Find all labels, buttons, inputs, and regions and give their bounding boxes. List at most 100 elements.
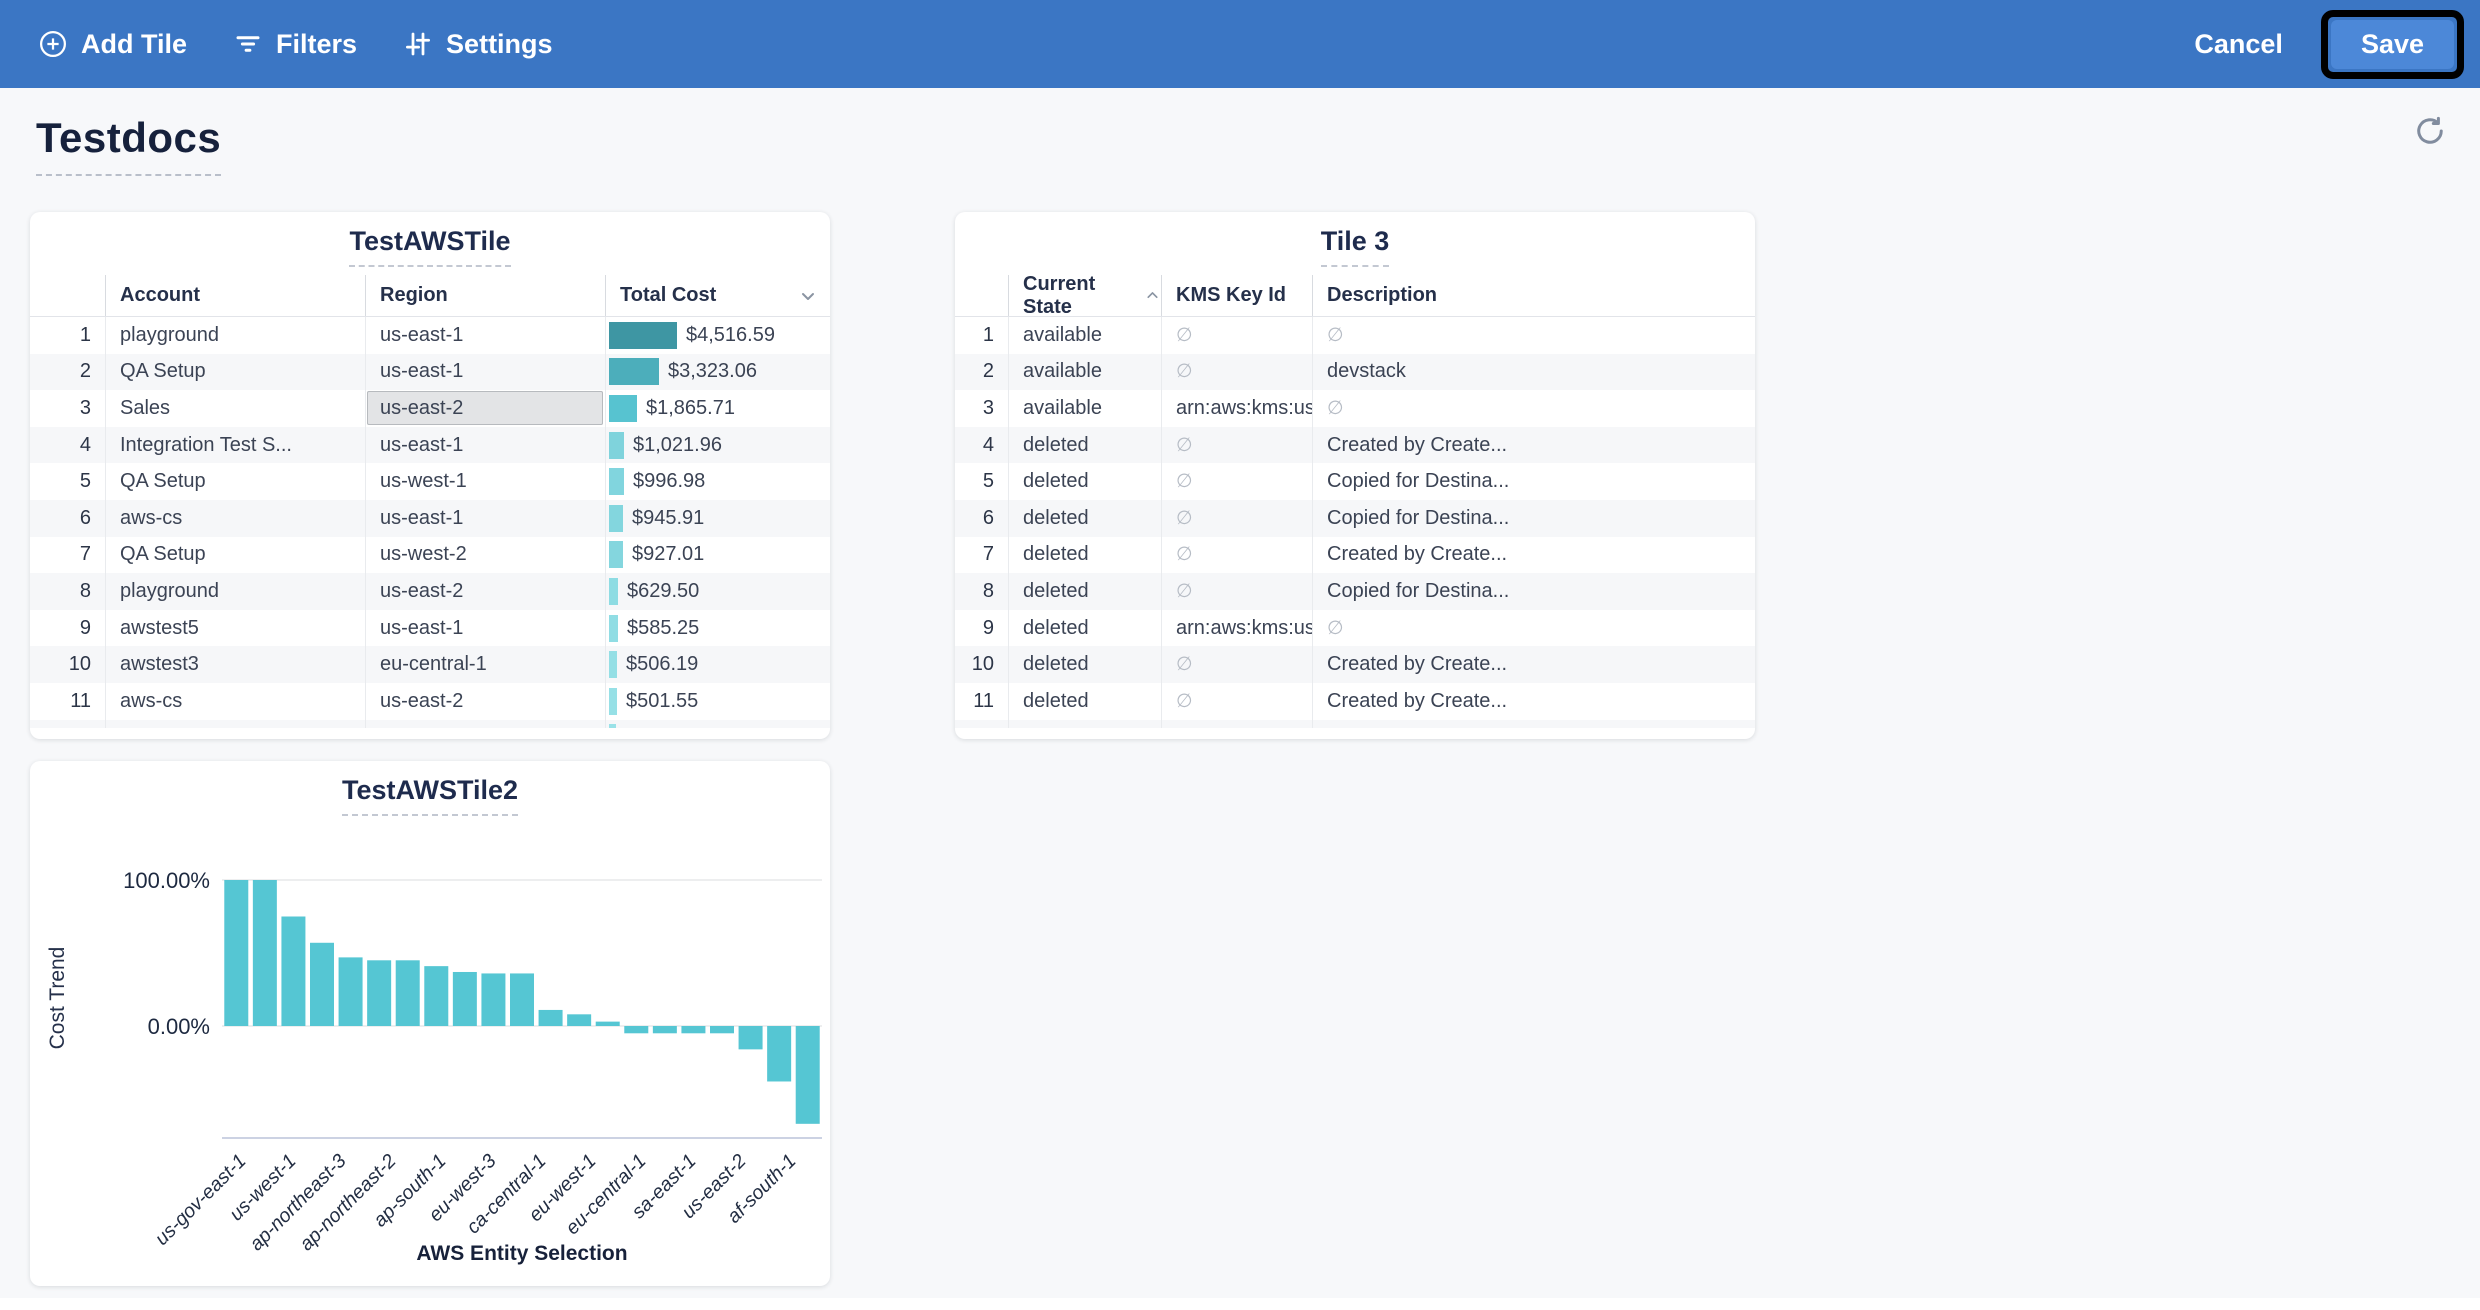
chart-bar[interactable] [224,880,249,1026]
filters-button[interactable]: Filters [233,29,357,60]
total-cost-cell[interactable]: $1,865.71 [605,390,830,427]
chart-bar[interactable] [452,971,477,1026]
row-number-cell[interactable]: 10 [971,653,994,676]
row-number-cell[interactable]: 10 [68,653,91,676]
row-number-cell[interactable]: 9 [79,616,91,639]
region-cell[interactable]: us-east-2 [365,390,605,427]
row-number-cell[interactable]: 2 [982,360,994,383]
kms-key-id-cell[interactable]: ∅ [1161,573,1312,610]
row-number-cell[interactable]: 8 [982,579,994,602]
region-cell[interactable]: eu-central-1 [365,646,605,683]
total-cost-cell[interactable]: $996.98 [605,463,830,500]
tile-testawstile-title[interactable]: TestAWSTile [349,226,511,267]
region-cell[interactable]: us-west-2 [365,536,605,574]
account-cell[interactable]: playground [105,317,365,354]
region-cell[interactable]: us-east-1 [365,609,605,647]
description-cell[interactable]: Created by Create... [1312,426,1755,464]
chart-bar[interactable] [652,1026,677,1034]
total-cost-cell[interactable]: $1,021.96 [605,426,830,464]
region-cell[interactable]: us-east-1 [365,317,605,354]
chart-bar[interactable] [310,942,334,1026]
tile-3-title[interactable]: Tile 3 [1320,226,1390,267]
row-number-cell[interactable]: 3 [79,396,91,419]
account-cell[interactable]: playground [105,573,365,610]
current-state-cell[interactable]: deleted [1008,682,1161,720]
current-state-cell[interactable]: deleted [1008,536,1161,574]
account-cell[interactable]: awstest3 [105,646,365,683]
current-state-cell[interactable]: deleted [1008,609,1161,647]
description-cell[interactable]: Copied for Destina... [1312,573,1755,610]
total-cost-cell[interactable]: $506.19 [605,646,830,683]
kms-key-id-cell[interactable]: ∅ [1161,646,1312,683]
chart-bar[interactable] [510,973,534,1026]
cancel-button[interactable]: Cancel [2194,28,2283,59]
row-number-cell[interactable]: 7 [79,543,91,566]
total-cost-cell[interactable]: $927.01 [605,536,830,574]
column-header-current-state[interactable]: Current State [1008,273,1161,318]
kms-key-id-cell[interactable]: ∅ [1161,536,1312,574]
kms-key-id-cell[interactable]: ∅ [1161,317,1312,354]
current-state-cell[interactable]: deleted [1008,426,1161,464]
chart-bar[interactable] [281,916,306,1027]
account-cell[interactable]: aws-cs [105,682,365,720]
column-header-total-cost[interactable]: Total Cost [605,275,830,316]
current-state-cell[interactable]: available [1008,353,1161,391]
row-number-cell[interactable]: 11 [973,689,994,712]
row-number-cell[interactable]: 4 [982,433,994,456]
total-cost-cell[interactable]: $3,323.06 [605,353,830,391]
region-cell[interactable]: us-east-1 [365,353,605,391]
description-cell[interactable]: Copied for Destina... [1312,463,1755,500]
chart-bar[interactable] [738,1026,763,1050]
account-cell[interactable]: aws-cs [105,499,365,537]
kms-key-id-cell[interactable]: arn:aws:kms:us-w... [1161,609,1312,647]
chart-bar[interactable] [367,960,392,1026]
row-number-cell[interactable]: 6 [982,506,994,529]
kms-key-id-cell[interactable]: ∅ [1161,463,1312,500]
current-state-cell[interactable]: deleted [1008,499,1161,537]
page-title[interactable]: Testdocs [36,114,222,176]
kms-key-id-cell[interactable]: ∅ [1161,499,1312,537]
chart-bar[interactable] [395,960,420,1026]
save-button[interactable]: Save [2330,19,2454,69]
row-number-cell[interactable]: 9 [982,616,994,639]
column-header-kms-key-id[interactable]: KMS Key Id [1161,275,1312,316]
description-cell[interactable]: ∅ [1312,317,1755,354]
current-state-cell[interactable]: available [1008,390,1161,427]
account-cell[interactable]: QA Setup [105,463,365,500]
row-number-cell[interactable]: 4 [79,433,91,456]
kms-key-id-cell[interactable]: ∅ [1161,682,1312,720]
total-cost-cell[interactable]: $585.25 [605,609,830,647]
region-cell[interactable]: us-east-2 [365,573,605,610]
chart-bar[interactable] [624,1026,649,1034]
kms-key-id-cell[interactable]: ∅ [1161,426,1312,464]
chart-bar[interactable] [338,957,363,1026]
selected-cell-box[interactable]: us-east-2 [367,391,603,426]
total-cost-cell[interactable]: $4,516.59 [605,317,830,354]
row-number-cell[interactable]: 2 [79,360,91,383]
chart-bar[interactable] [595,1021,620,1026]
settings-button[interactable]: Settings [403,29,553,60]
region-cell[interactable]: us-east-1 [365,499,605,537]
row-number-cell[interactable]: 3 [982,396,994,419]
row-number-cell[interactable]: 1 [79,323,91,346]
add-tile-button[interactable]: Add Tile [38,29,187,60]
kms-key-id-cell[interactable]: ∅ [1161,353,1312,391]
chart-bar[interactable] [795,1026,820,1124]
account-cell[interactable]: Integration Test S... [105,426,365,464]
total-cost-cell[interactable]: $501.55 [605,682,830,720]
refresh-button[interactable] [2408,110,2452,154]
column-header-region[interactable]: Region [365,275,605,316]
row-number-cell[interactable]: 8 [79,579,91,602]
tile-testawstile2-title[interactable]: TestAWSTile2 [341,775,519,816]
column-header-account[interactable]: Account [105,275,365,316]
row-number-cell[interactable]: 5 [79,470,91,493]
row-number-cell[interactable]: 7 [982,543,994,566]
description-cell[interactable]: devstack [1312,353,1755,391]
current-state-cell[interactable]: available [1008,317,1161,354]
chart-bar[interactable] [567,1014,592,1026]
chart-bar[interactable] [767,1026,792,1082]
account-cell[interactable]: awstest5 [105,609,365,647]
chart-bar[interactable] [424,966,449,1026]
chart-bar[interactable] [538,1009,563,1026]
account-cell[interactable]: QA Setup [105,536,365,574]
